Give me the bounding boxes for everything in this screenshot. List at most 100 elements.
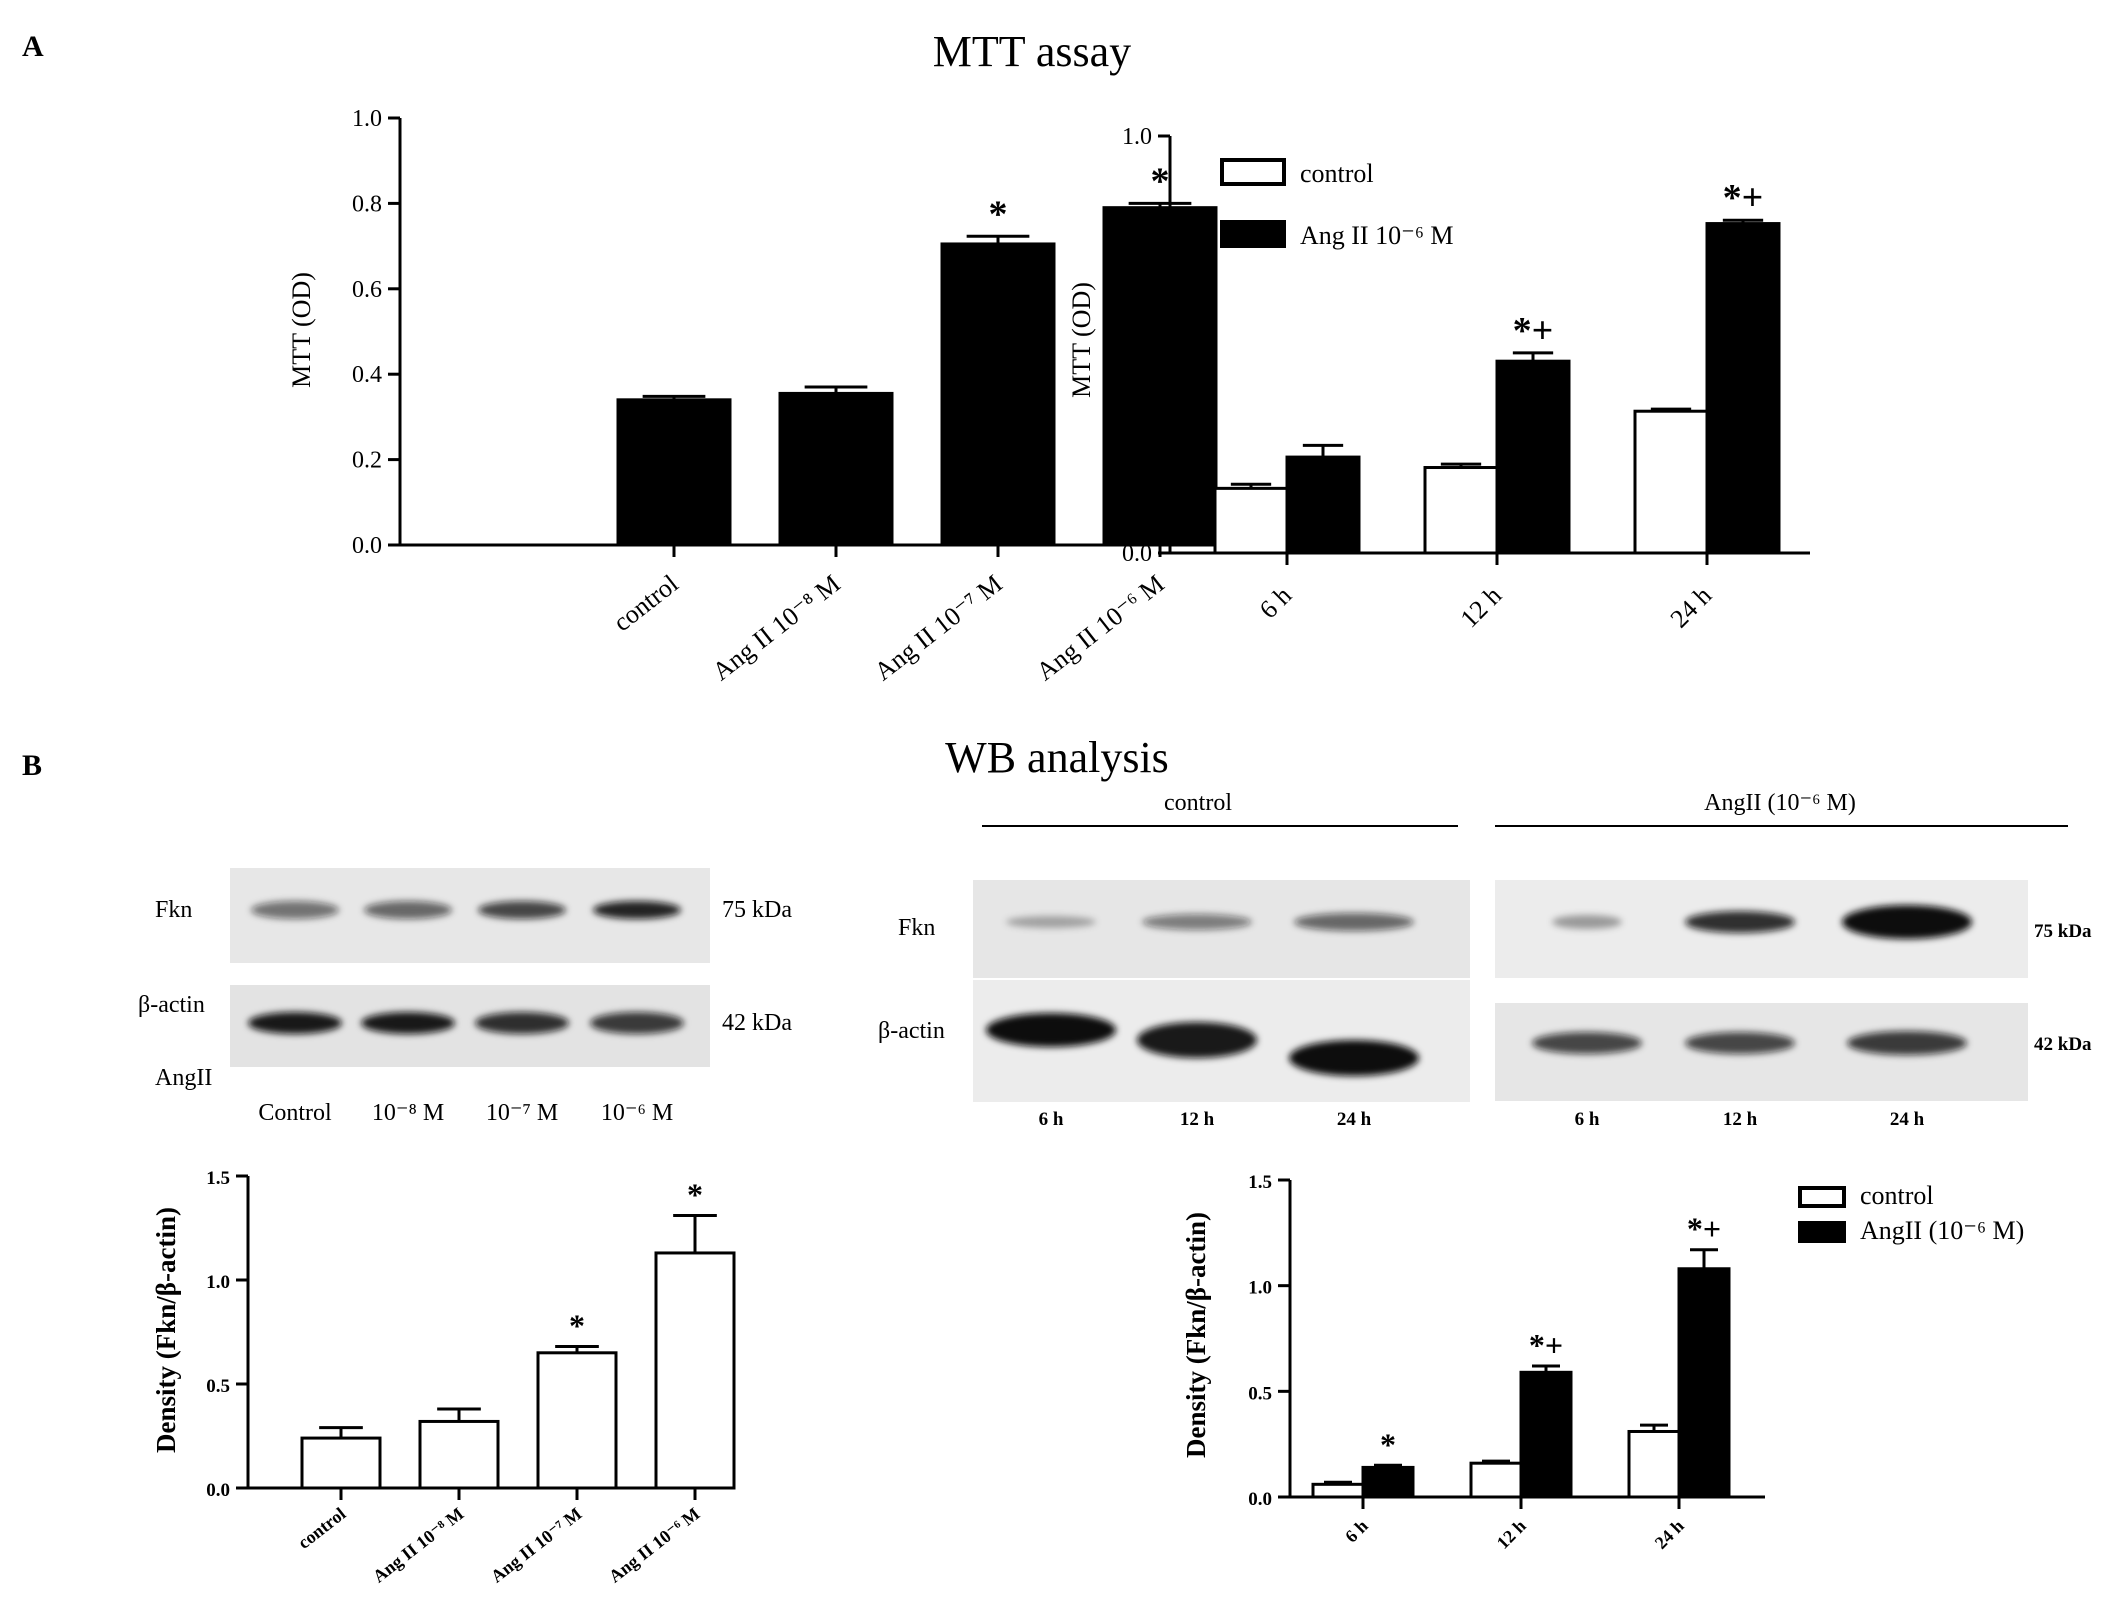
- lane-label: 10⁻⁷ M: [486, 1100, 558, 1126]
- y-tick-label: 0.8: [1122, 207, 1152, 233]
- significance-mark: *: [1151, 160, 1170, 202]
- bar: [1102, 206, 1218, 547]
- x-tick-label: 6 h: [1341, 1516, 1372, 1547]
- lane-label: 24 h: [1890, 1109, 1925, 1130]
- group-label-treated: AngII (10⁻⁶ M): [1704, 790, 1856, 816]
- actin-band: [1685, 1032, 1795, 1054]
- y-tick-label: 0.2: [1122, 458, 1152, 484]
- treatment-label: AngII: [155, 1065, 212, 1091]
- x-tick-label: control: [608, 569, 684, 637]
- actin-band: [986, 1013, 1116, 1047]
- kda-label-fkn: 75 kDa: [722, 897, 792, 923]
- bar: [1469, 1461, 1523, 1499]
- panel-label-a: A: [22, 30, 44, 63]
- actin-band: [1847, 1031, 1967, 1055]
- lane-label: 24 h: [1337, 1109, 1372, 1130]
- lane-label: 6 h: [1575, 1109, 1600, 1130]
- x-tick-label: Ang II 10⁻⁶ M: [605, 1503, 704, 1586]
- x-tick-label: control: [294, 1503, 349, 1552]
- kda-label-actin: 42 kDa: [2034, 1034, 2092, 1055]
- x-tick-label: Ang II 10⁻⁷ M: [869, 569, 1008, 686]
- protein-label-fkn: Fkn: [155, 897, 192, 923]
- protein-label-fkn: Fkn: [898, 915, 935, 941]
- x-tick-label: 24 h: [1665, 581, 1718, 634]
- bar: [1677, 1267, 1731, 1499]
- significance-mark: *: [687, 1177, 703, 1213]
- y-tick-label: 0.0: [352, 533, 382, 559]
- y-tick-label: 0.5: [1248, 1383, 1272, 1404]
- x-tick-label: 12 h: [1455, 581, 1508, 634]
- legend-swatch: [1220, 158, 1286, 186]
- fkn-band: [251, 901, 339, 919]
- y-axis-label: MTT (OD): [287, 272, 316, 388]
- significance-mark: *: [989, 193, 1008, 235]
- y-axis-label: Density (Fkn/β-actin): [151, 1207, 181, 1453]
- kda-label-fkn: 75 kDa: [2034, 921, 2092, 942]
- actin-band: [1137, 1022, 1257, 1058]
- legend-swatch: [1798, 1186, 1846, 1208]
- actin-band: [1289, 1040, 1419, 1076]
- x-tick-label: Ang II 10⁻⁷ M: [487, 1503, 586, 1586]
- bar: [1627, 1429, 1681, 1499]
- y-tick-label: 0.0: [1248, 1489, 1272, 1510]
- legend-label: control: [1860, 1181, 1934, 1210]
- bar: [418, 1419, 500, 1490]
- y-tick-label: 0.2: [352, 448, 382, 474]
- panel-label-b: B: [22, 749, 42, 782]
- bar: [1285, 455, 1361, 555]
- wb-section-title: WB analysis: [945, 733, 1169, 782]
- y-tick-label: 1.0: [1248, 1278, 1272, 1299]
- bar: [1495, 359, 1571, 555]
- significance-mark: *+: [1723, 177, 1764, 219]
- y-tick-label: 1.0: [1122, 124, 1152, 150]
- actin-band: [1532, 1032, 1642, 1054]
- y-tick-label: 0.0: [1122, 541, 1152, 567]
- fkn-band: [1685, 911, 1795, 933]
- bar: [1423, 466, 1499, 555]
- y-tick-label: 0.6: [352, 277, 382, 303]
- actin-band: [248, 1012, 342, 1034]
- actin-band: [361, 1012, 455, 1034]
- significance-mark: *+: [1529, 1327, 1563, 1363]
- y-tick-label: 1.5: [1248, 1172, 1272, 1193]
- y-tick-label: 0.5: [206, 1376, 230, 1397]
- x-tick-label: 24 h: [1651, 1516, 1688, 1553]
- y-tick-label: 1.0: [352, 106, 382, 132]
- bar: [1311, 1482, 1365, 1499]
- significance-mark: *+: [1513, 310, 1554, 352]
- fkn-band: [478, 901, 566, 919]
- legend-label: Ang II 10⁻⁶ M: [1300, 221, 1454, 250]
- legend-swatch: [1798, 1221, 1846, 1243]
- x-tick-label: 12 h: [1493, 1516, 1530, 1553]
- chart-wb_dose_density: 0.0 0.5 1.0 1.5 Density (Fkn/β-actin) control…: [151, 1168, 736, 1587]
- legend-label: control: [1300, 159, 1374, 188]
- protein-label-actin: β-actin: [878, 1018, 945, 1044]
- mtt-section-title: MTT assay: [933, 27, 1131, 76]
- kda-label-actin: 42 kDa: [722, 1010, 792, 1036]
- lane-label: Control: [258, 1100, 332, 1126]
- blot-layer: Fkn β-actin AngII 75 kDa 42 kDa Control 10⁻⁸ M…: [138, 790, 2092, 1130]
- bar: [616, 398, 732, 547]
- y-tick-label: 0.6: [1122, 291, 1152, 317]
- fkn-band: [593, 901, 681, 919]
- chart-wb_time_density: 0.0 0.5 1.0 1.5 Density (Fkn/β-actin) 6 h * 12 …: [1181, 1172, 2024, 1553]
- blot-right: control AngII (10⁻⁶ M) Fkn β-actin 75 kDa 42 …: [878, 790, 2092, 1130]
- actin-band: [475, 1012, 569, 1034]
- lane-label: 6 h: [1039, 1109, 1064, 1130]
- lane-label: 10⁻⁸ M: [372, 1100, 444, 1126]
- legend: control Ang II 10⁻⁶ M: [1220, 158, 1454, 250]
- bar: [1705, 222, 1781, 555]
- fkn-band: [1006, 916, 1096, 928]
- fkn-band: [1842, 905, 1972, 939]
- blot-left: Fkn β-actin AngII 75 kDa 42 kDa Control 10⁻⁸ M…: [138, 868, 792, 1126]
- x-tick-label: Ang II 10⁻⁸ M: [707, 569, 846, 686]
- fkn-band: [1142, 914, 1252, 930]
- legend-swatch: [1220, 220, 1286, 248]
- y-tick-label: 1.0: [206, 1272, 230, 1293]
- y-tick-label: 0.4: [1122, 374, 1152, 400]
- significance-mark: *: [569, 1308, 585, 1344]
- lane-label: 12 h: [1180, 1109, 1215, 1130]
- bar: [536, 1351, 618, 1490]
- legend: control AngII (10⁻⁶ M): [1798, 1181, 2024, 1245]
